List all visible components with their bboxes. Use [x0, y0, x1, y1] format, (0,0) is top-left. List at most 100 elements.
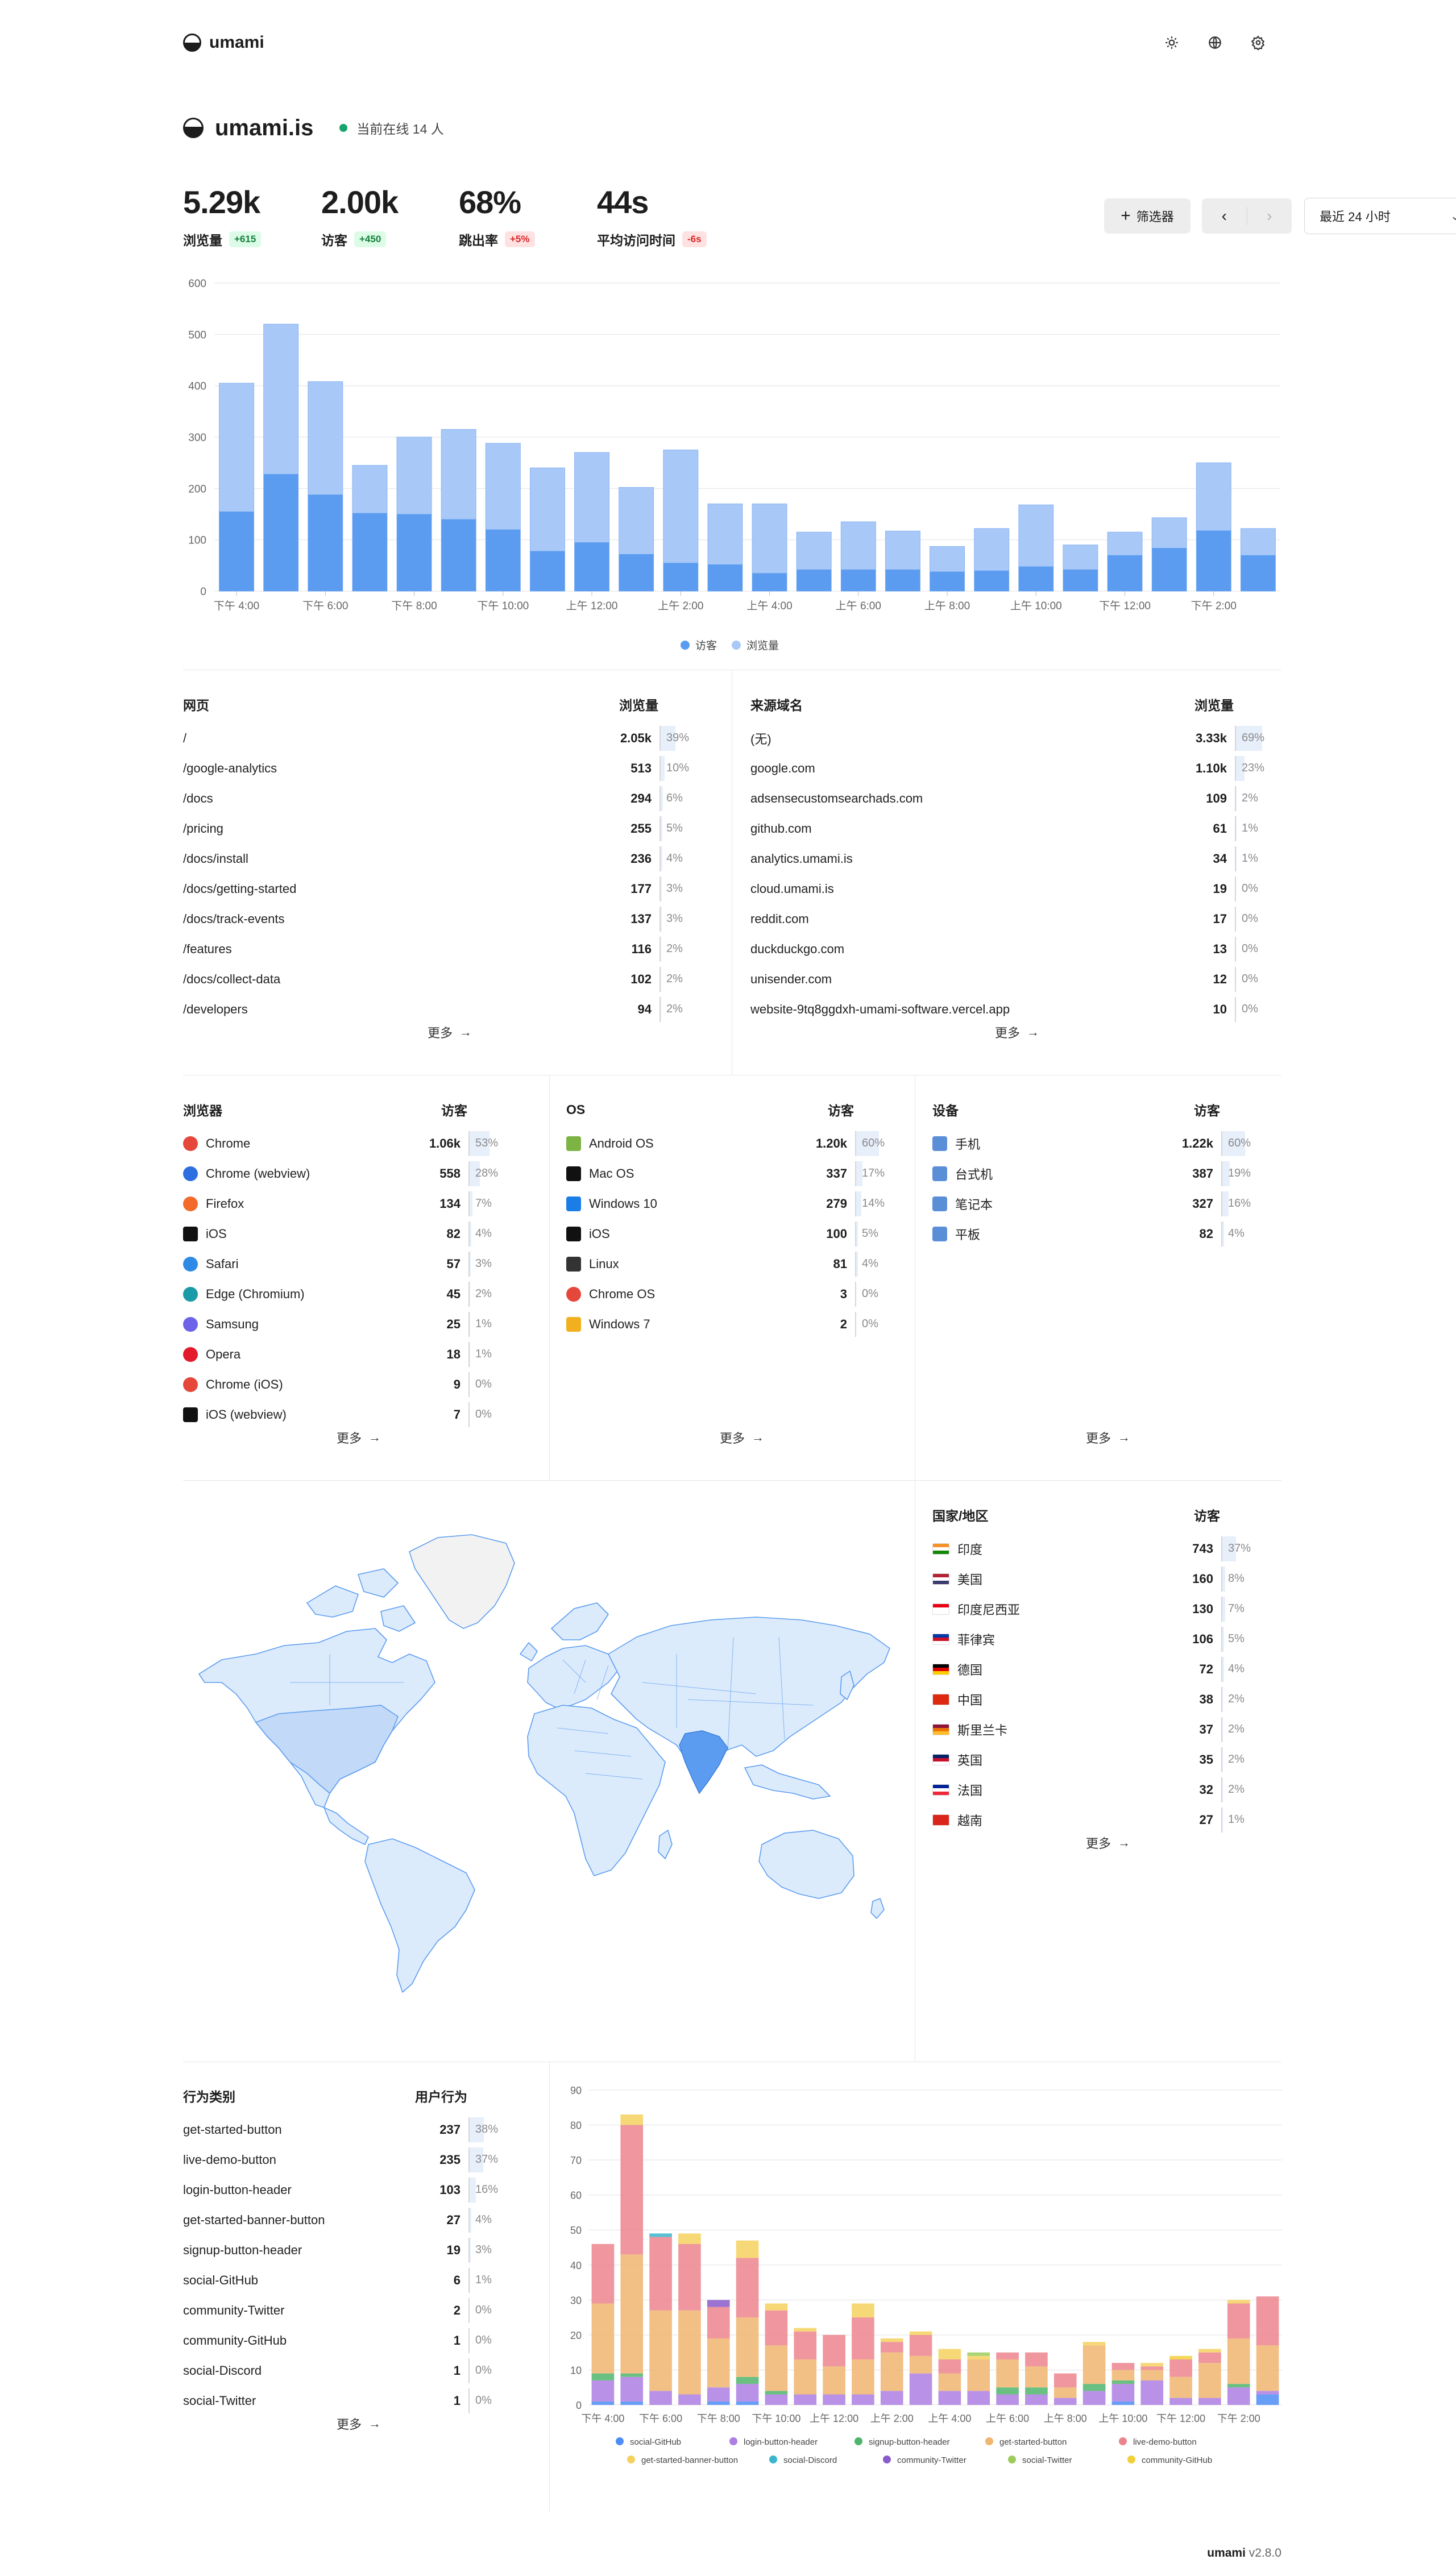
date-range-value: 最近 24 小时: [1320, 210, 1391, 224]
table-row[interactable]: /docs 294 6%: [183, 783, 698, 813]
table-row[interactable]: adsensecustomsearchads.com 109 2%: [750, 783, 1274, 813]
chevron-right-icon[interactable]: ›: [1267, 207, 1272, 225]
table-row[interactable]: Firefox 134 7%: [183, 1189, 507, 1219]
table-row[interactable]: Samsung 25 1%: [183, 1309, 507, 1339]
table-row[interactable]: Safari 57 3%: [183, 1249, 507, 1279]
more-link[interactable]: 更多 →: [995, 1023, 1039, 1041]
bar-segment: [1140, 2366, 1164, 2370]
table-row[interactable]: 手机 1.22k 60%: [932, 1128, 1260, 1158]
table-row[interactable]: /google-analytics 513 10%: [183, 753, 698, 783]
more-link[interactable]: 更多 →: [428, 1023, 472, 1041]
table-row[interactable]: github.com 61 1%: [750, 813, 1274, 844]
row-percent: 53%: [468, 1131, 507, 1156]
table-row[interactable]: 印度 743 37%: [932, 1534, 1260, 1564]
table-row[interactable]: unisender.com 12 0%: [750, 964, 1274, 994]
table-row[interactable]: get-started-banner-button 27 4%: [183, 2205, 507, 2235]
table-row[interactable]: 德国 72 4%: [932, 1654, 1260, 1684]
table-row[interactable]: 中国 38 2%: [932, 1684, 1260, 1714]
theme-sun-icon[interactable]: [1163, 34, 1180, 51]
table-row[interactable]: Chrome (iOS) 9 0%: [183, 1369, 507, 1399]
world-map[interactable]: [188, 1512, 910, 1995]
table-row[interactable]: signup-button-header 19 3%: [183, 2235, 507, 2265]
x-tick-label: 上午 8:00: [1044, 2413, 1087, 2424]
row-value: 2: [840, 1316, 847, 1331]
table-row[interactable]: Linux 81 4%: [566, 1249, 894, 1279]
table-row[interactable]: Edge (Chromium) 45 2%: [183, 1279, 507, 1309]
table-row[interactable]: /developers 94 2%: [183, 994, 698, 1024]
table-row[interactable]: Chrome OS 3 0%: [566, 1279, 894, 1309]
table-row[interactable]: duckduckgo.com 13 0%: [750, 934, 1274, 964]
table-row[interactable]: 斯里兰卡 37 2%: [932, 1714, 1260, 1744]
more-link[interactable]: 更多 →: [1086, 1834, 1130, 1852]
table-title: 网页: [183, 698, 209, 713]
row-percent: 1%: [1221, 1807, 1260, 1833]
table-row[interactable]: 笔记本 327 16%: [932, 1189, 1260, 1219]
bar-segment: [1169, 2398, 1192, 2405]
row-value: 25: [446, 1316, 461, 1331]
table-row[interactable]: cloud.umami.is 19 0%: [750, 874, 1274, 904]
umami-logo-icon[interactable]: [183, 34, 201, 52]
table-row[interactable]: live-demo-button 235 37%: [183, 2145, 507, 2175]
table-row[interactable]: reddit.com 17 0%: [750, 904, 1274, 934]
map-greenland: [409, 1534, 515, 1629]
filter-button[interactable]: + 筛选器: [1104, 198, 1190, 234]
table-row[interactable]: Windows 7 2 0%: [566, 1309, 894, 1339]
table-row[interactable]: Android OS 1.20k 60%: [566, 1128, 894, 1158]
table-row[interactable]: /pricing 255 5%: [183, 813, 698, 844]
table-row[interactable]: social-Discord 1 0%: [183, 2355, 507, 2386]
settings-gear-icon[interactable]: [1250, 34, 1267, 51]
table-row[interactable]: website-9tq8ggdxh-umami-software.vercel.…: [750, 994, 1274, 1024]
table-row[interactable]: social-Twitter 1 0%: [183, 2386, 507, 2416]
table-row[interactable]: login-button-header 103 16%: [183, 2175, 507, 2205]
table-row[interactable]: /docs/getting-started 177 3%: [183, 874, 698, 904]
table-row[interactable]: Opera 18 1%: [183, 1339, 507, 1369]
table-row[interactable]: analytics.umami.is 34 1%: [750, 844, 1274, 874]
brand-name[interactable]: umami: [209, 33, 264, 52]
row-percent: 0%: [855, 1311, 894, 1337]
bar-segment: [823, 2394, 845, 2405]
table-row[interactable]: iOS 82 4%: [183, 1219, 507, 1249]
table-row[interactable]: Chrome 1.06k 53%: [183, 1128, 507, 1158]
chevron-left-icon[interactable]: ‹: [1202, 207, 1247, 225]
table-row[interactable]: social-GitHub 6 1%: [183, 2265, 507, 2295]
table-row[interactable]: /docs/track-events 137 3%: [183, 904, 698, 934]
table-row[interactable]: /docs/collect-data 102 2%: [183, 964, 698, 994]
bar-segment: [938, 2391, 961, 2405]
y-tick-label: 0: [200, 586, 206, 598]
table-row[interactable]: / 2.05k 39%: [183, 723, 698, 753]
table-row[interactable]: 越南 27 1%: [932, 1805, 1260, 1835]
table-row[interactable]: Chrome (webview) 558 28%: [183, 1158, 507, 1189]
row-percent: 2%: [1221, 1686, 1260, 1712]
table-row[interactable]: 台式机 387 19%: [932, 1158, 1260, 1189]
table-row[interactable]: 菲律宾 106 5%: [932, 1624, 1260, 1654]
table-row[interactable]: community-Twitter 2 0%: [183, 2295, 507, 2325]
table-row[interactable]: google.com 1.10k 23%: [750, 753, 1274, 783]
table-row[interactable]: iOS 100 5%: [566, 1219, 894, 1249]
bar-segment: [1111, 2401, 1135, 2405]
bar-segment: [1227, 2387, 1250, 2405]
footer-brand[interactable]: umami: [1207, 2546, 1246, 2560]
date-range-select[interactable]: 最近 24 小时 ⌄: [1304, 198, 1456, 234]
more-link[interactable]: 更多 →: [337, 1428, 381, 1447]
table-row[interactable]: 法国 32 2%: [932, 1775, 1260, 1805]
table-row[interactable]: (无) 3.33k 69%: [750, 723, 1274, 753]
row-label: Firefox: [206, 1196, 244, 1211]
table-row[interactable]: 美国 160 8%: [932, 1564, 1260, 1594]
table-row[interactable]: /features 116 2%: [183, 934, 698, 964]
table-row[interactable]: /docs/install 236 4%: [183, 844, 698, 874]
table-row[interactable]: iOS (webview) 7 0%: [183, 1399, 507, 1430]
language-globe-icon[interactable]: [1206, 34, 1223, 51]
table-row[interactable]: Windows 10 279 14%: [566, 1189, 894, 1219]
more-link[interactable]: 更多 →: [720, 1428, 764, 1447]
table-row[interactable]: Mac OS 337 17%: [566, 1158, 894, 1189]
more-link[interactable]: 更多 →: [1086, 1428, 1130, 1447]
table-row[interactable]: 英国 35 2%: [932, 1744, 1260, 1775]
bar-segment: [678, 2310, 701, 2395]
table-row[interactable]: 印度尼西亚 130 7%: [932, 1594, 1260, 1624]
table-row[interactable]: 平板 82 4%: [932, 1219, 1260, 1249]
table-row[interactable]: community-GitHub 1 0%: [183, 2325, 507, 2355]
row-label: 手机: [955, 1137, 981, 1152]
table-row[interactable]: get-started-button 237 38%: [183, 2114, 507, 2145]
pageviews-chart: 0 100 200 300 400 500 600 下午 4:00 下午 6:00 下午 8:00…: [188, 278, 1280, 652]
more-link[interactable]: 更多 →: [337, 2415, 381, 2433]
